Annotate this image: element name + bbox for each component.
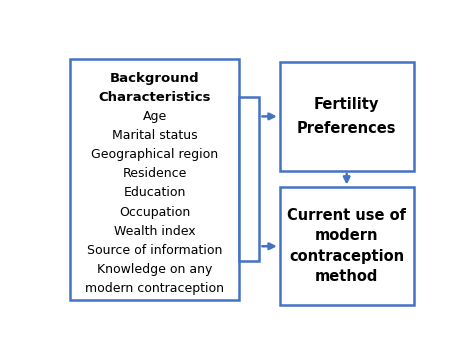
Text: Wealth index: Wealth index	[114, 225, 196, 238]
Text: Education: Education	[124, 186, 186, 200]
Text: Knowledge on any: Knowledge on any	[97, 263, 212, 276]
Text: Fertility: Fertility	[314, 97, 379, 111]
FancyBboxPatch shape	[280, 187, 414, 305]
Text: Source of information: Source of information	[87, 244, 222, 257]
FancyBboxPatch shape	[70, 59, 239, 300]
Text: method: method	[315, 269, 378, 284]
Text: Characteristics: Characteristics	[99, 91, 211, 104]
FancyBboxPatch shape	[280, 62, 414, 171]
Text: contraception: contraception	[289, 249, 404, 264]
Text: Geographical region: Geographical region	[91, 148, 219, 161]
Text: modern: modern	[315, 229, 378, 244]
Text: Occupation: Occupation	[119, 206, 191, 219]
Text: Marital status: Marital status	[112, 129, 198, 142]
FancyBboxPatch shape	[239, 97, 259, 261]
Text: Preferences: Preferences	[297, 121, 396, 136]
Text: Residence: Residence	[123, 167, 187, 180]
Text: Background: Background	[110, 72, 200, 84]
Text: Age: Age	[143, 110, 167, 123]
Text: modern contraception: modern contraception	[85, 282, 224, 295]
Text: Current use of: Current use of	[287, 208, 406, 223]
